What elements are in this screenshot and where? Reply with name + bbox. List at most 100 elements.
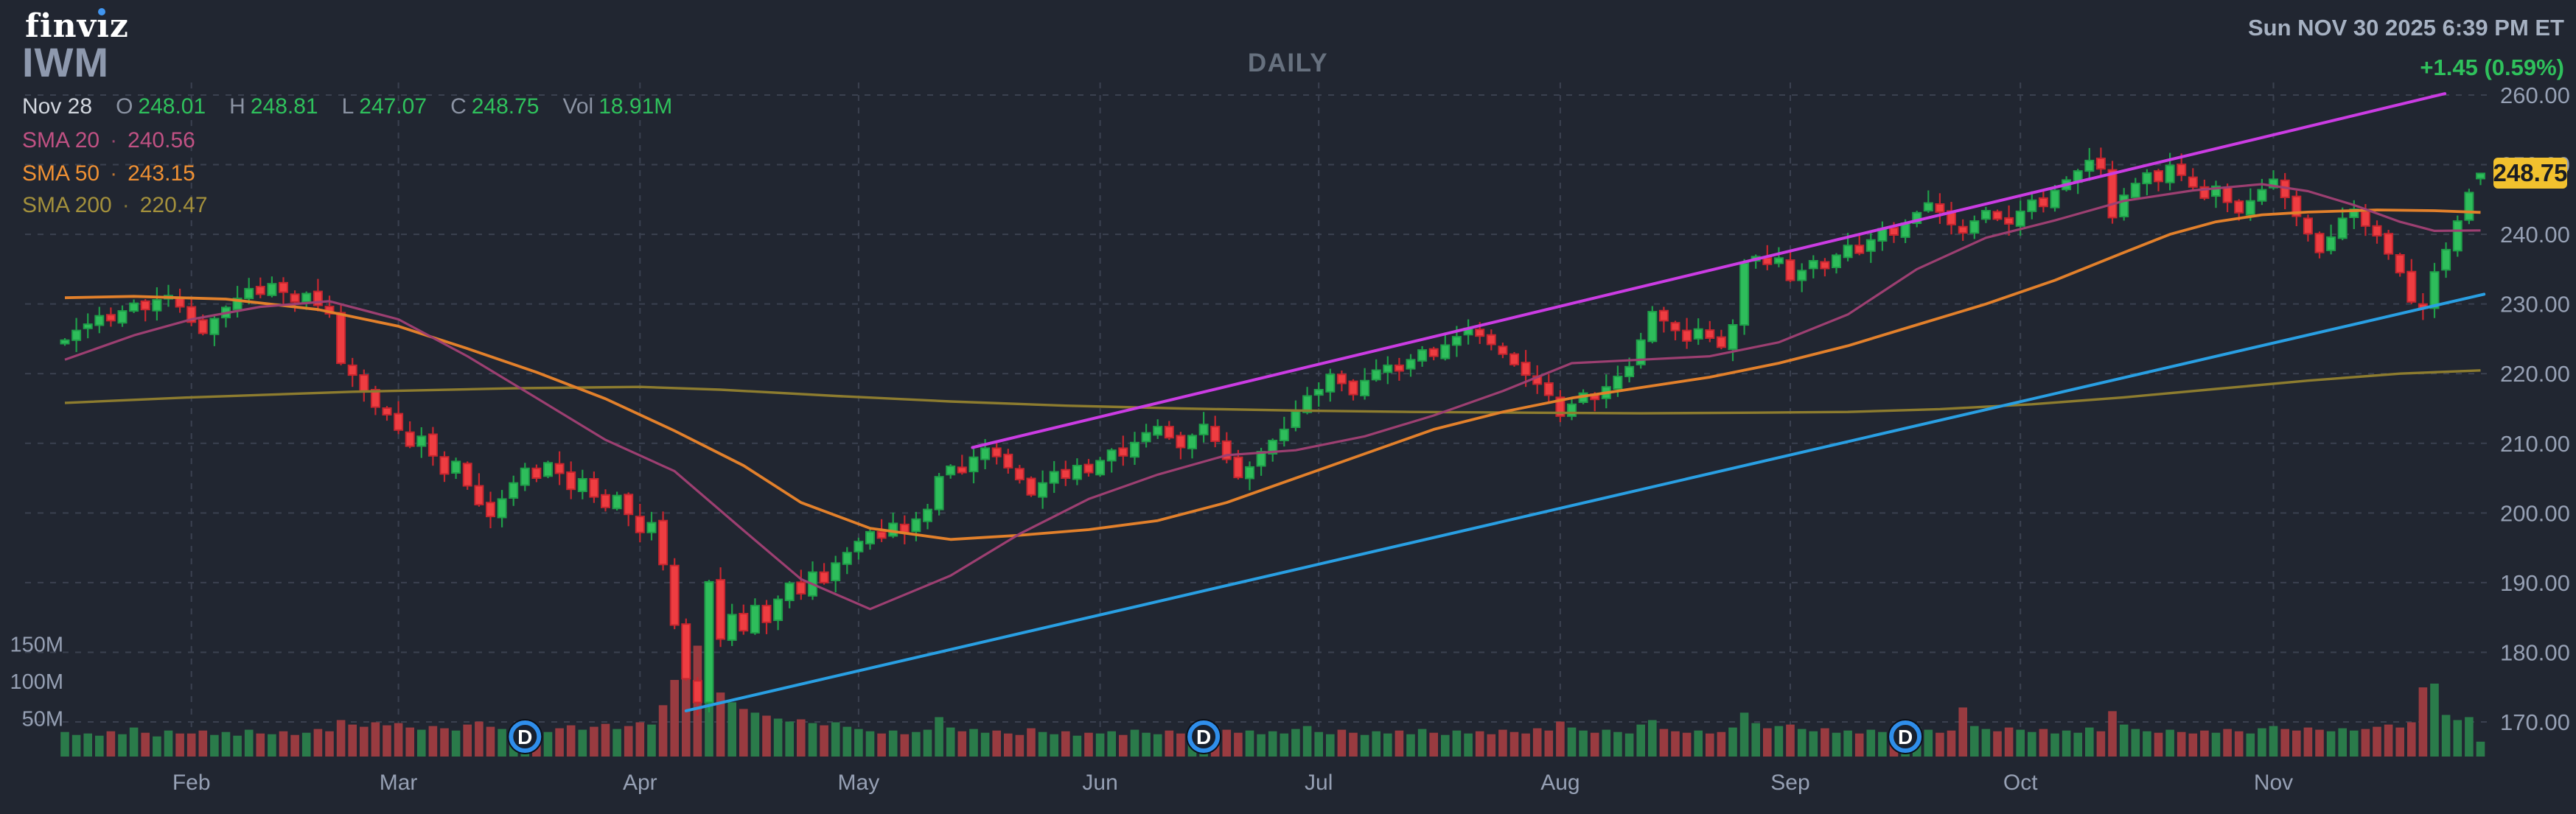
volume-bar (1383, 733, 1392, 757)
volume-bar (1417, 729, 1427, 757)
candle (1095, 457, 1106, 477)
candle (923, 504, 932, 530)
dividend-marker[interactable]: D (507, 719, 543, 754)
volume-bar (129, 727, 139, 757)
candle (1636, 332, 1646, 369)
candle (543, 460, 553, 479)
candle (1268, 438, 1278, 462)
candle (2314, 231, 2325, 259)
candle (554, 451, 565, 485)
candle (2004, 205, 2014, 236)
volume-bar (2476, 741, 2485, 757)
volume-bar (60, 731, 69, 757)
volume-bar (221, 731, 231, 757)
volume-bar (2292, 730, 2301, 757)
volume-bar (750, 712, 760, 757)
candle (2211, 180, 2221, 208)
svg-text:D: D (517, 726, 532, 748)
volume-bar (2465, 717, 2474, 757)
volume-bar (2326, 731, 2336, 757)
volume-bar (2119, 724, 2129, 757)
volume-bar (1119, 734, 1128, 757)
candle (497, 490, 507, 527)
dividend-marker[interactable]: D (1186, 719, 1222, 754)
finviz-logo[interactable]: finvı z (25, 7, 129, 45)
candle (727, 603, 737, 646)
candle (2372, 220, 2382, 244)
volume-bar (1717, 731, 1726, 757)
volume-bar (475, 721, 484, 757)
volume-bar (301, 732, 311, 757)
volume-bar (1751, 723, 1760, 757)
candle (865, 530, 875, 550)
volume-bar (1395, 730, 1404, 757)
volume-bar (2384, 724, 2393, 757)
volume-bar (1567, 727, 1577, 757)
volume-bar (1061, 731, 1070, 757)
volume-bar (1958, 707, 1967, 757)
volume-bar (1349, 732, 1358, 757)
candle (509, 475, 519, 506)
volume-bar (1268, 731, 1277, 757)
candle (279, 277, 288, 304)
candle (1658, 306, 1669, 333)
volume-bar (1441, 734, 1450, 757)
volume-bar (1452, 730, 1462, 757)
candle (2280, 172, 2290, 210)
candle (83, 313, 93, 339)
y-axis-price-label: 200.00 (2500, 500, 2570, 526)
volume-bar (290, 734, 299, 757)
candle (301, 291, 312, 310)
x-axis-month-label: Sep (1770, 771, 1809, 795)
volume-bar (153, 736, 161, 757)
volume-bar (1728, 727, 1737, 757)
candle (577, 469, 587, 499)
candle (2257, 178, 2267, 206)
candle (1820, 258, 1830, 277)
candle (1705, 320, 1715, 343)
candle (1360, 368, 1370, 400)
volume-bar (1936, 732, 1944, 757)
candle (1279, 416, 1289, 447)
candle (1624, 357, 1635, 383)
sma20-legend: SMA 20 · 240.56 (22, 128, 195, 152)
candle (1670, 320, 1680, 340)
volume-bar (1222, 729, 1232, 757)
legend-close: C 248.75 (450, 94, 540, 119)
volume-bar (912, 731, 921, 757)
candle (1383, 356, 1393, 385)
sma20-line (64, 183, 2481, 611)
dividend-marker[interactable]: D (1888, 719, 1924, 754)
candle (1049, 460, 1059, 494)
candle (175, 288, 185, 313)
candle (808, 561, 817, 600)
candle (1854, 234, 1865, 256)
candle (681, 618, 691, 681)
volume-bar (2154, 732, 2163, 757)
y-axis-price-label: 230.00 (2500, 292, 2570, 317)
volume-bar (900, 734, 910, 757)
candle (1693, 318, 1703, 345)
candle (94, 306, 105, 334)
volume-bar (1739, 712, 1749, 757)
volume-bar (268, 734, 276, 757)
candle (1912, 211, 1922, 228)
volume-bar (1176, 733, 1185, 757)
y-axis-price-label: 180.00 (2500, 639, 2570, 665)
candle (646, 511, 657, 541)
candle (842, 547, 852, 575)
volume-bar (1682, 732, 1692, 757)
candle (255, 277, 265, 298)
volume-bar (2073, 732, 2082, 757)
candle (761, 600, 772, 634)
volume-bar (1038, 731, 1047, 757)
volume-bar (1648, 720, 1657, 757)
candle (612, 491, 622, 510)
candle (784, 581, 795, 608)
volume-bar (888, 730, 898, 757)
candle (1394, 357, 1404, 381)
candle (1371, 359, 1381, 382)
sma200-line (64, 369, 2481, 415)
